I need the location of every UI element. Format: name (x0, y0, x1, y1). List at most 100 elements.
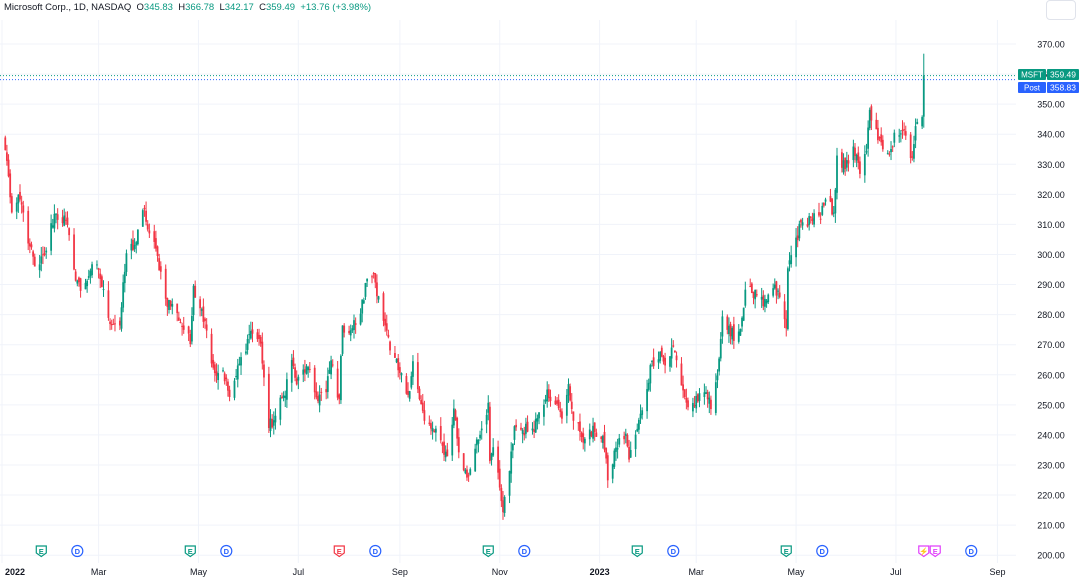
candle-body (857, 152, 860, 163)
candle-body (27, 210, 30, 244)
candle-body (366, 278, 369, 282)
candle-body (739, 329, 742, 336)
candle-body (376, 282, 378, 297)
candle-body (773, 284, 776, 289)
candle-body (225, 377, 228, 380)
candle-body (122, 282, 125, 308)
y-tick-label: 240.00 (1037, 430, 1065, 440)
candle-body (683, 389, 686, 398)
candle-body (38, 264, 41, 271)
chart-settings-button[interactable] (1046, 0, 1076, 20)
candle-body (628, 446, 630, 460)
candle-body (921, 117, 924, 127)
candle-body (336, 368, 339, 398)
candle-body (464, 469, 467, 474)
candle-body (228, 389, 231, 398)
candle-body (790, 255, 793, 265)
low-label: L (219, 2, 225, 13)
candle-body (708, 397, 711, 404)
candle-body (618, 438, 621, 445)
candle-body (582, 433, 585, 443)
candle-body (716, 375, 719, 381)
price-tag-symbol-bg (1018, 69, 1046, 80)
candle-body (371, 276, 373, 278)
candle-body (878, 136, 881, 139)
candle-body (557, 399, 560, 409)
x-tick-label: Sep (989, 567, 1005, 577)
candle-body (672, 345, 675, 347)
candle-body (616, 448, 619, 450)
candle-body (78, 277, 80, 283)
candle-body (385, 323, 388, 331)
candle-body (279, 397, 282, 420)
price-tag-value: 358.83 (1050, 83, 1076, 93)
candle-body (914, 126, 917, 141)
candle-body (269, 418, 272, 432)
candle-body (911, 156, 914, 158)
candle-body (886, 153, 889, 155)
candle-body (169, 300, 172, 307)
candle-body (467, 475, 470, 477)
candle-body (302, 369, 305, 375)
candle-body (102, 289, 105, 291)
candle-body (899, 133, 902, 135)
candle-body (732, 324, 735, 341)
candle-body (595, 432, 598, 437)
candle-body (32, 251, 35, 257)
candle-body (292, 357, 295, 366)
candle-body (662, 356, 665, 362)
candle-body (737, 331, 740, 342)
event-label: E (784, 547, 789, 556)
candle-body (754, 289, 757, 300)
candle-body (765, 300, 768, 304)
candle-body (236, 365, 239, 380)
candle-body (718, 358, 721, 372)
candle-body (187, 326, 190, 334)
candle-body (859, 161, 861, 174)
event-label: E (39, 547, 44, 556)
candle-body (246, 338, 249, 350)
candle-body (497, 446, 499, 473)
y-tick-label: 270.00 (1037, 340, 1065, 350)
candle-body (600, 436, 603, 440)
candle-body (87, 276, 90, 278)
candle-body (330, 360, 332, 375)
candle-body (692, 403, 694, 412)
event-label: E (933, 547, 938, 556)
candle-body (531, 428, 534, 431)
candle-body (227, 381, 229, 391)
candle-body (515, 424, 517, 428)
candle-body (110, 324, 113, 326)
candle-body (22, 205, 25, 213)
candle-body (398, 367, 401, 373)
candle-body (354, 323, 357, 325)
candle-body (877, 127, 879, 141)
candle-body (510, 451, 513, 474)
candle-body (922, 75, 925, 117)
change-value: +13.76 (+3.98%) (300, 2, 372, 13)
candle-body (434, 428, 437, 433)
candle-body (888, 153, 891, 155)
candle-body (629, 450, 632, 458)
candle-body (284, 395, 287, 399)
candle-body (156, 246, 159, 256)
candle-body (536, 418, 539, 422)
candle-body (99, 273, 102, 280)
candle-body (543, 404, 545, 417)
candle-body (4, 137, 7, 151)
candle-body (166, 297, 169, 307)
candle-body (159, 266, 162, 272)
candle-body (258, 334, 260, 339)
candle-body (811, 218, 814, 221)
candle-body (847, 160, 850, 164)
candle-body (819, 218, 822, 220)
candle-body (217, 373, 220, 381)
y-tick-label: 210.00 (1037, 521, 1065, 531)
dividend-icon (369, 544, 382, 558)
candle-body (305, 366, 308, 374)
candle-body (489, 406, 491, 462)
candle-body (660, 347, 663, 357)
candle-body (580, 432, 583, 438)
candle-body (492, 447, 495, 456)
